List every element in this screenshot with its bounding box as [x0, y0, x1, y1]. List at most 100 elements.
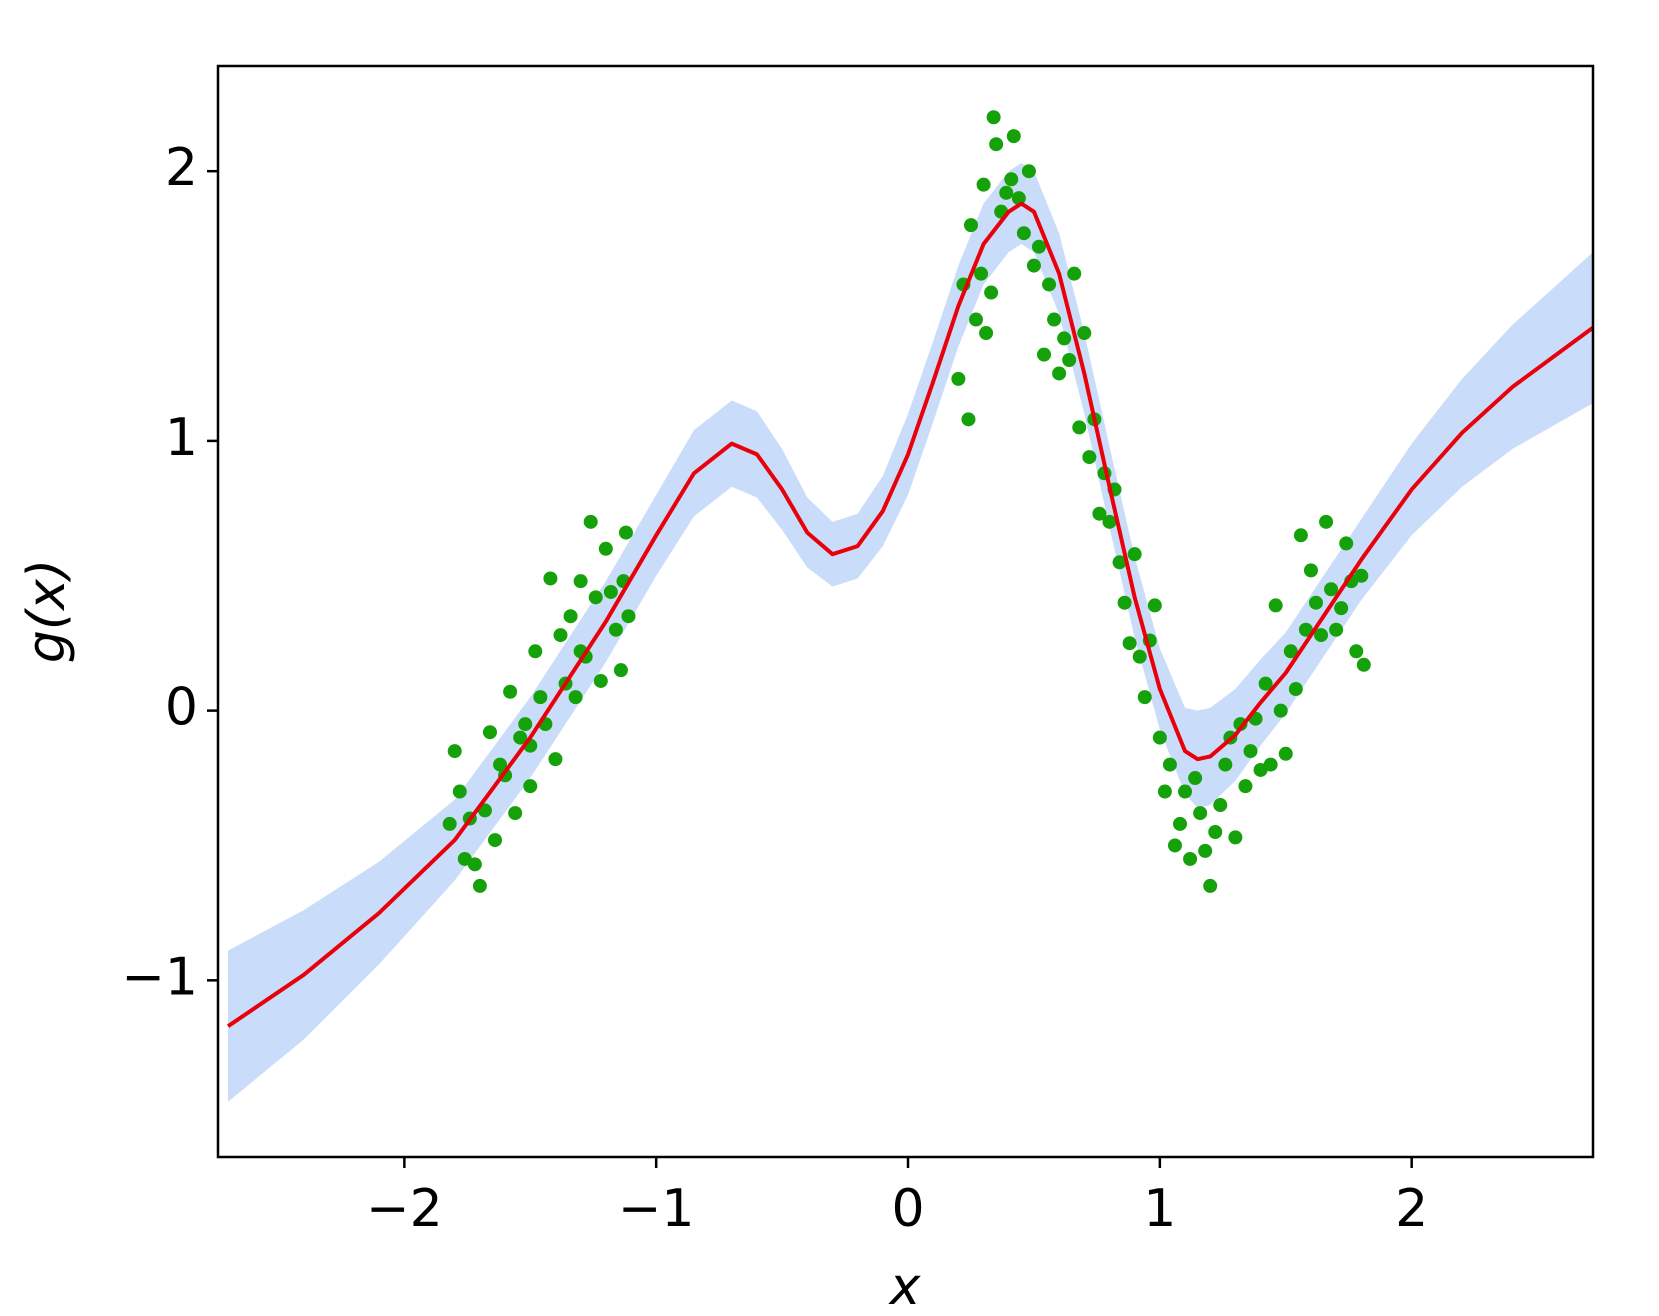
data-point	[568, 690, 583, 705]
data-point	[1324, 582, 1339, 597]
data-point	[1052, 366, 1067, 381]
data-point	[598, 541, 613, 556]
data-point	[553, 628, 568, 643]
data-point	[1132, 649, 1147, 664]
data-point	[1031, 239, 1046, 254]
data-point	[969, 312, 984, 327]
data-point	[1067, 266, 1082, 281]
y-tick-label: 1	[165, 408, 198, 468]
data-point	[1319, 514, 1334, 529]
data-point	[1203, 878, 1218, 893]
data-point	[1314, 628, 1329, 643]
data-point	[548, 752, 563, 767]
data-point	[1354, 568, 1369, 583]
data-point	[976, 177, 991, 192]
data-point	[1273, 703, 1288, 718]
data-point	[523, 779, 538, 794]
data-point	[1243, 744, 1258, 759]
data-point	[583, 514, 598, 529]
data-point	[593, 673, 608, 688]
y-axis-label: g(x)	[17, 559, 77, 663]
data-point	[452, 784, 467, 799]
data-point	[588, 590, 603, 605]
data-point	[533, 690, 548, 705]
data-point	[1021, 164, 1036, 179]
data-point	[1077, 326, 1092, 341]
data-point	[1162, 757, 1177, 772]
data-point	[1047, 312, 1062, 327]
data-point	[447, 744, 462, 759]
data-point	[528, 644, 543, 659]
data-point	[618, 525, 633, 540]
data-point	[1092, 506, 1107, 521]
data-point	[1152, 730, 1167, 745]
data-point	[1198, 843, 1213, 858]
data-point	[1112, 555, 1127, 570]
x-axis-label: x	[888, 1257, 922, 1316]
data-point	[1228, 830, 1243, 845]
data-point	[493, 757, 508, 772]
data-point	[1137, 690, 1152, 705]
data-point	[986, 110, 1001, 125]
data-point	[1278, 746, 1293, 761]
x-tick-label: −1	[618, 1179, 695, 1239]
data-point	[951, 371, 966, 386]
data-point	[999, 185, 1014, 200]
data-point	[608, 622, 623, 637]
data-point	[472, 878, 487, 893]
data-point	[1233, 717, 1248, 732]
data-point	[1102, 514, 1117, 529]
y-tick-label: 0	[165, 678, 198, 738]
data-point	[1258, 676, 1273, 691]
data-point	[1303, 563, 1318, 578]
data-point	[1218, 757, 1233, 772]
confidence-band	[228, 163, 1593, 1102]
data-point	[1127, 547, 1142, 562]
data-point	[621, 609, 636, 624]
data-point	[1016, 226, 1031, 241]
data-point	[1213, 798, 1228, 813]
data-point	[1193, 806, 1208, 821]
data-point	[613, 663, 628, 678]
x-tick-label: 1	[1143, 1179, 1176, 1239]
data-point	[1356, 657, 1371, 672]
x-tick-label: −2	[366, 1179, 443, 1239]
data-point	[1293, 528, 1308, 543]
data-point	[1298, 622, 1313, 637]
data-point	[1082, 450, 1097, 465]
data-point	[1238, 779, 1253, 794]
data-point	[1349, 644, 1364, 659]
data-point	[442, 816, 457, 831]
data-point	[974, 266, 989, 281]
data-point	[1122, 636, 1137, 651]
data-point	[1147, 598, 1162, 613]
data-point	[1026, 258, 1041, 273]
x-tick-label: 0	[891, 1179, 924, 1239]
plot-frame	[216, 64, 1595, 1159]
data-point	[543, 571, 558, 586]
data-point	[467, 857, 482, 872]
data-point	[513, 730, 528, 745]
data-point	[563, 609, 578, 624]
data-point	[984, 285, 999, 300]
data-point	[1062, 352, 1077, 367]
data-point	[1188, 771, 1203, 786]
data-point	[1037, 347, 1052, 362]
data-point	[603, 584, 618, 599]
data-point	[1283, 644, 1298, 659]
data-point	[1208, 824, 1223, 839]
data-point	[989, 137, 1004, 152]
data-point	[508, 806, 523, 821]
data-point	[1004, 172, 1019, 187]
data-point	[1117, 595, 1132, 610]
data-point	[518, 717, 533, 732]
data-point	[488, 833, 503, 848]
data-point	[963, 218, 978, 233]
data-point	[1167, 838, 1182, 853]
data-point	[482, 725, 497, 740]
data-point	[1057, 331, 1072, 346]
data-point	[1263, 757, 1278, 772]
data-point	[1334, 601, 1349, 616]
data-point	[1339, 536, 1354, 551]
